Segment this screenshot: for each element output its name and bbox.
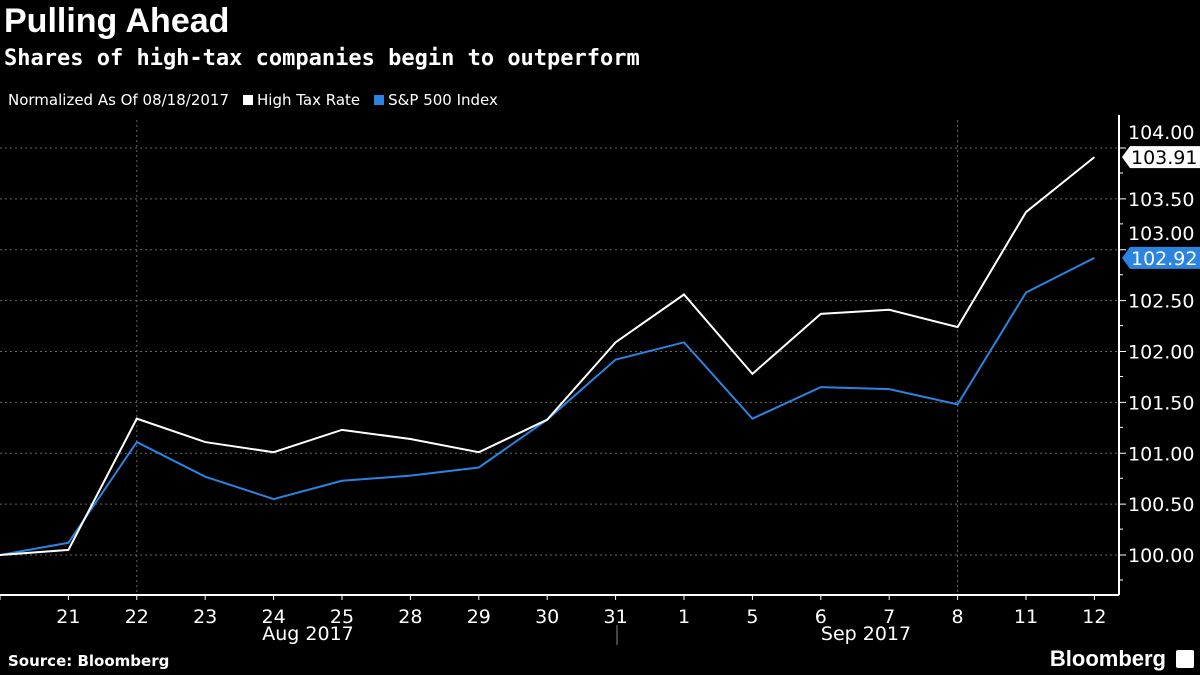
chart-subtitle: Shares of high-tax companies begin to ou… [4,46,640,71]
bloomberg-logo: Bloomberg [1049,646,1166,671]
y-tick-label: 101.50 [1128,392,1194,414]
bloomberg-chart-icon [1176,650,1194,668]
x-tick-label: 7 [883,606,895,628]
legend-label: High Tax Rate [257,91,361,109]
y-tick-label: 103.50 [1128,189,1194,211]
x-tick-label: 31 [604,606,628,628]
y-tick-label: 104.00 [1128,122,1194,144]
legend-note: Normalized As Of 08/18/2017 [8,91,229,109]
x-tick-label: 12 [1082,606,1106,628]
series-line-sp500 [0,256,1095,556]
last-value-badge [1122,246,1200,269]
x-tick-label: 25 [330,606,354,628]
month-label: Aug 2017 [262,623,354,645]
last-value-label: 102.92 [1122,246,1200,270]
last-value-text: 102.92 [1131,248,1197,270]
legend-swatch [374,95,385,105]
x-tick-label: 5 [746,606,758,628]
x-tick-label: 28 [398,606,422,628]
y-tick-label: 103.00 [1128,223,1194,245]
x-tick-label: 1 [678,606,690,628]
last-value-label: 103.91 [1122,146,1200,169]
y-tick-label: 102.50 [1128,291,1194,313]
x-tick-label: 30 [535,606,559,628]
y-tick-label: 102.00 [1128,342,1194,364]
source-note: Source: Bloomberg [8,652,170,670]
y-tick-label: 101.00 [1128,443,1194,465]
x-tick-label: 8 [952,606,964,628]
x-tick-label: 6 [815,606,827,628]
y-tick-label: 100.00 [1128,545,1194,567]
chart-title: Pulling Ahead [4,2,230,40]
x-tick-label: 21 [56,606,80,628]
month-label: Sep 2017 [821,623,911,645]
legend-swatch [243,95,253,105]
x-tick-label: 23 [193,606,217,628]
legend-item-sp500: S&P 500 Index [374,91,498,109]
x-tick-label: 22 [125,606,149,628]
x-tick-label: 11 [1014,606,1038,628]
y-tick-label: 100.50 [1128,494,1194,516]
series-line-high-tax [0,156,1096,556]
x-tick-label: 24 [262,606,286,628]
x-tick-label: 29 [467,606,491,628]
legend: Normalized As Of 08/18/2017 High Tax Rat… [8,91,498,109]
last-value-badge [1122,146,1200,169]
legend-item-high-tax: High Tax Rate [243,91,360,109]
last-value-text: 103.91 [1131,147,1197,169]
legend-label: S&P 500 Index [388,91,498,109]
